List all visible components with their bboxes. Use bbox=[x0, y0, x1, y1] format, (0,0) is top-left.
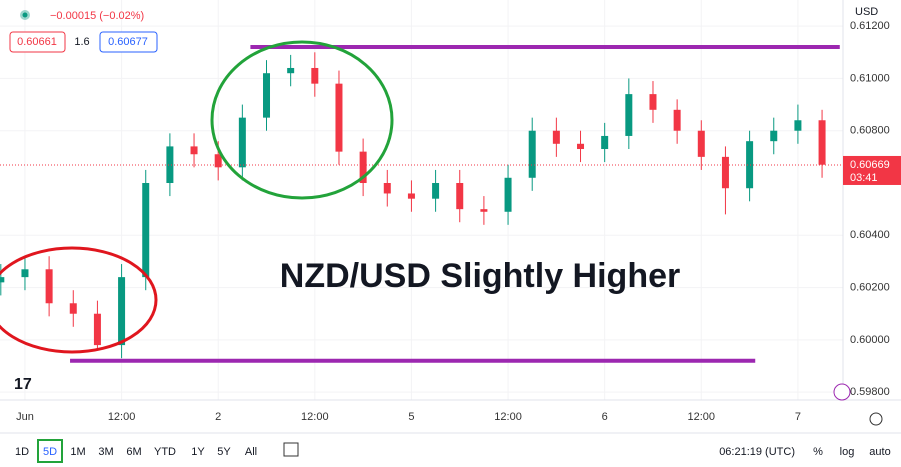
y-tick-label: 0.60200 bbox=[850, 281, 890, 293]
candle-body bbox=[746, 141, 754, 189]
candle-body bbox=[625, 94, 633, 136]
scale-option[interactable]: log bbox=[840, 446, 855, 458]
candle-body bbox=[504, 177, 512, 212]
candle-body bbox=[21, 269, 29, 278]
candle-body bbox=[118, 277, 126, 346]
last-price-label: 0.60669 bbox=[850, 159, 890, 171]
candle-body bbox=[697, 130, 705, 157]
countdown: 03:41 bbox=[850, 172, 878, 184]
x-tick-label: 12:00 bbox=[688, 411, 716, 423]
spread: 1.6 bbox=[74, 36, 89, 48]
x-tick-label: 12:00 bbox=[108, 411, 136, 423]
clock: 06:21:19 (UTC) bbox=[719, 446, 795, 458]
scale-option[interactable]: auto bbox=[869, 446, 890, 458]
candle-body bbox=[69, 303, 77, 314]
scale-option[interactable]: % bbox=[813, 446, 823, 458]
candle-body bbox=[528, 130, 536, 178]
highlight-circle bbox=[210, 40, 394, 200]
y-tick-label: 0.59800 bbox=[850, 386, 890, 398]
x-tick-label: 12:00 bbox=[301, 411, 329, 423]
active-range bbox=[37, 439, 63, 463]
candle-body bbox=[287, 67, 295, 74]
x-tick-label: 12:00 bbox=[494, 411, 522, 423]
candle-body bbox=[359, 151, 367, 184]
ask-price: 0.60677 bbox=[108, 36, 148, 48]
x-tick-label: 5 bbox=[408, 411, 414, 423]
candle-body bbox=[93, 313, 101, 346]
range-button[interactable]: 1M bbox=[70, 446, 85, 458]
y-tick-label: 0.60000 bbox=[850, 334, 890, 346]
candle-body bbox=[407, 193, 415, 199]
candle-body bbox=[552, 130, 560, 144]
currency[interactable]: USD bbox=[855, 6, 878, 18]
candle-body bbox=[263, 73, 271, 118]
candle-body bbox=[238, 117, 246, 168]
last-price-tag bbox=[843, 155, 901, 185]
price-change: −0.00015 (−0.02%) bbox=[50, 10, 144, 22]
settings-icon[interactable] bbox=[869, 412, 883, 426]
annotation-title: NZD/USD Slightly Higher bbox=[280, 257, 680, 295]
candle-body bbox=[480, 209, 488, 212]
candle-body bbox=[721, 156, 729, 189]
ask-box[interactable] bbox=[99, 31, 158, 53]
candle-body bbox=[142, 183, 150, 278]
range-button[interactable]: 5Y bbox=[217, 446, 231, 458]
candle-body bbox=[649, 94, 657, 110]
candle-body bbox=[335, 83, 343, 152]
calendar-icon[interactable] bbox=[283, 442, 299, 457]
range-button[interactable]: 5D bbox=[43, 446, 57, 458]
y-tick-label: 0.60400 bbox=[850, 229, 890, 241]
candle-body bbox=[456, 183, 464, 210]
lightning-icon[interactable] bbox=[833, 383, 851, 401]
candle-body bbox=[0, 277, 5, 283]
candle-body bbox=[432, 183, 440, 199]
candle-body bbox=[770, 130, 778, 142]
candle-body bbox=[214, 154, 222, 168]
highlight-circle bbox=[0, 246, 158, 354]
candle-body bbox=[166, 146, 174, 184]
plot-area bbox=[0, 0, 843, 400]
range-button[interactable]: 1D bbox=[15, 446, 29, 458]
range-button[interactable]: 3M bbox=[98, 446, 113, 458]
range-button[interactable]: YTD bbox=[154, 446, 176, 458]
candle-body bbox=[311, 67, 319, 84]
candle-body bbox=[190, 146, 198, 155]
x-tick-label: 6 bbox=[602, 411, 608, 423]
candle-body bbox=[673, 109, 681, 131]
range-button[interactable]: 1Y bbox=[191, 446, 205, 458]
candle-body bbox=[818, 120, 826, 165]
bid-price: 0.60661 bbox=[17, 36, 57, 48]
candle-body bbox=[794, 120, 802, 131]
candle-body bbox=[45, 269, 53, 304]
bid-box[interactable] bbox=[9, 31, 66, 53]
x-tick-label: Jun bbox=[16, 411, 34, 423]
logo: 17 bbox=[14, 376, 32, 393]
range-button[interactable]: All bbox=[245, 446, 257, 458]
y-tick-label: 0.61000 bbox=[850, 72, 890, 84]
candle-body bbox=[601, 135, 609, 150]
y-tick-label: 0.61200 bbox=[850, 20, 890, 32]
x-tick-label: 2 bbox=[215, 411, 221, 423]
range-button[interactable]: 6M bbox=[126, 446, 141, 458]
candle-body bbox=[577, 143, 585, 150]
x-tick-label: 7 bbox=[795, 411, 801, 423]
y-tick-label: 0.60800 bbox=[850, 125, 890, 137]
candle-body bbox=[383, 183, 391, 194]
status-dot bbox=[22, 12, 28, 18]
